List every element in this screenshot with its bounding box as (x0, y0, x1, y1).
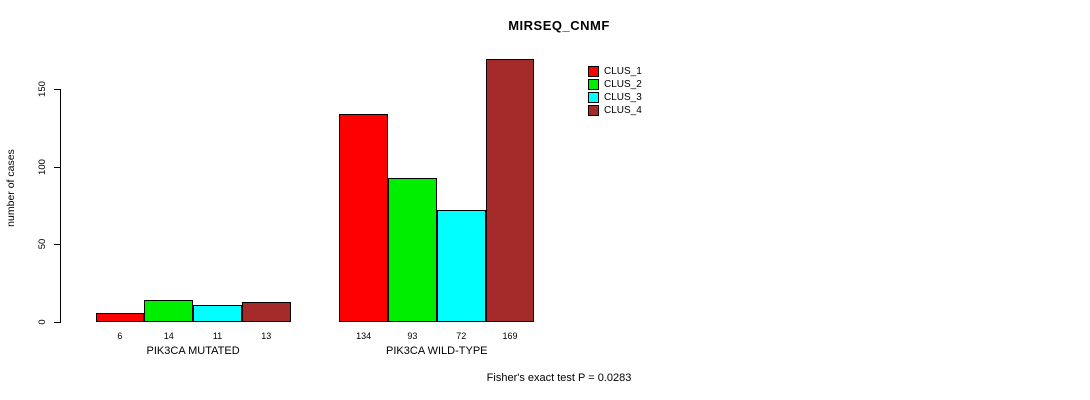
y-axis-tick (54, 322, 60, 323)
y-axis-tick-label: 100 (37, 158, 48, 175)
legend-label: CLUS_3 (604, 92, 642, 103)
bar-clus_2-group1 (144, 300, 194, 322)
legend-item-clus_3: CLUS_3 (588, 91, 642, 104)
legend-swatch-clus_2 (588, 79, 599, 90)
bar-clus_3-group2 (436, 210, 486, 322)
bar-value-label: 13 (261, 331, 272, 341)
legend-label: CLUS_4 (604, 105, 642, 116)
group-label: PIK3CA MUTATED (146, 345, 240, 357)
y-axis-tick-label: 150 (37, 81, 48, 97)
legend-item-clus_2: CLUS_2 (588, 78, 642, 91)
bar-value-label: 134 (356, 331, 372, 341)
bar-value-label: 93 (407, 331, 418, 341)
y-axis-tick (54, 89, 60, 90)
legend-swatch-clus_4 (588, 105, 599, 116)
y-axis-tick-label: 50 (37, 239, 48, 250)
bar-value-label: 14 (163, 331, 174, 341)
bar-value-label: 169 (502, 331, 518, 341)
bar-clus_1-group2 (339, 113, 388, 322)
bar-value-label: 11 (212, 331, 223, 341)
bar-value-label: 72 (456, 331, 467, 341)
legend-label: CLUS_1 (604, 66, 642, 77)
legend-item-clus_1: CLUS_1 (588, 65, 642, 78)
y-axis-tick (54, 244, 60, 246)
legend-item-clus_4: CLUS_4 (588, 104, 642, 117)
bar-clus_4-group2 (485, 59, 535, 322)
legend: CLUS_1 CLUS_2 CLUS_3 CLUS_4 (588, 65, 642, 117)
chart-title: MIRSEQ_CNMF (508, 18, 610, 33)
bar-clus_4-group1 (241, 301, 291, 322)
legend-swatch-clus_1 (588, 66, 599, 77)
y-axis-line (60, 89, 61, 323)
annotation-text: Fisher's exact test P = 0.0283 (486, 372, 632, 384)
bar-clus_1-group1 (95, 312, 145, 322)
group-label: PIK3CA WILD-TYPE (386, 345, 488, 357)
legend-label: CLUS_2 (604, 79, 642, 90)
y-axis-tick-label: 0 (37, 319, 48, 325)
y-axis-tick (54, 166, 60, 168)
bar-value-label: 6 (117, 331, 123, 341)
legend-swatch-clus_3 (588, 92, 599, 103)
bar-clus_2-group2 (388, 177, 437, 322)
bar-clus_3-group1 (193, 304, 242, 322)
